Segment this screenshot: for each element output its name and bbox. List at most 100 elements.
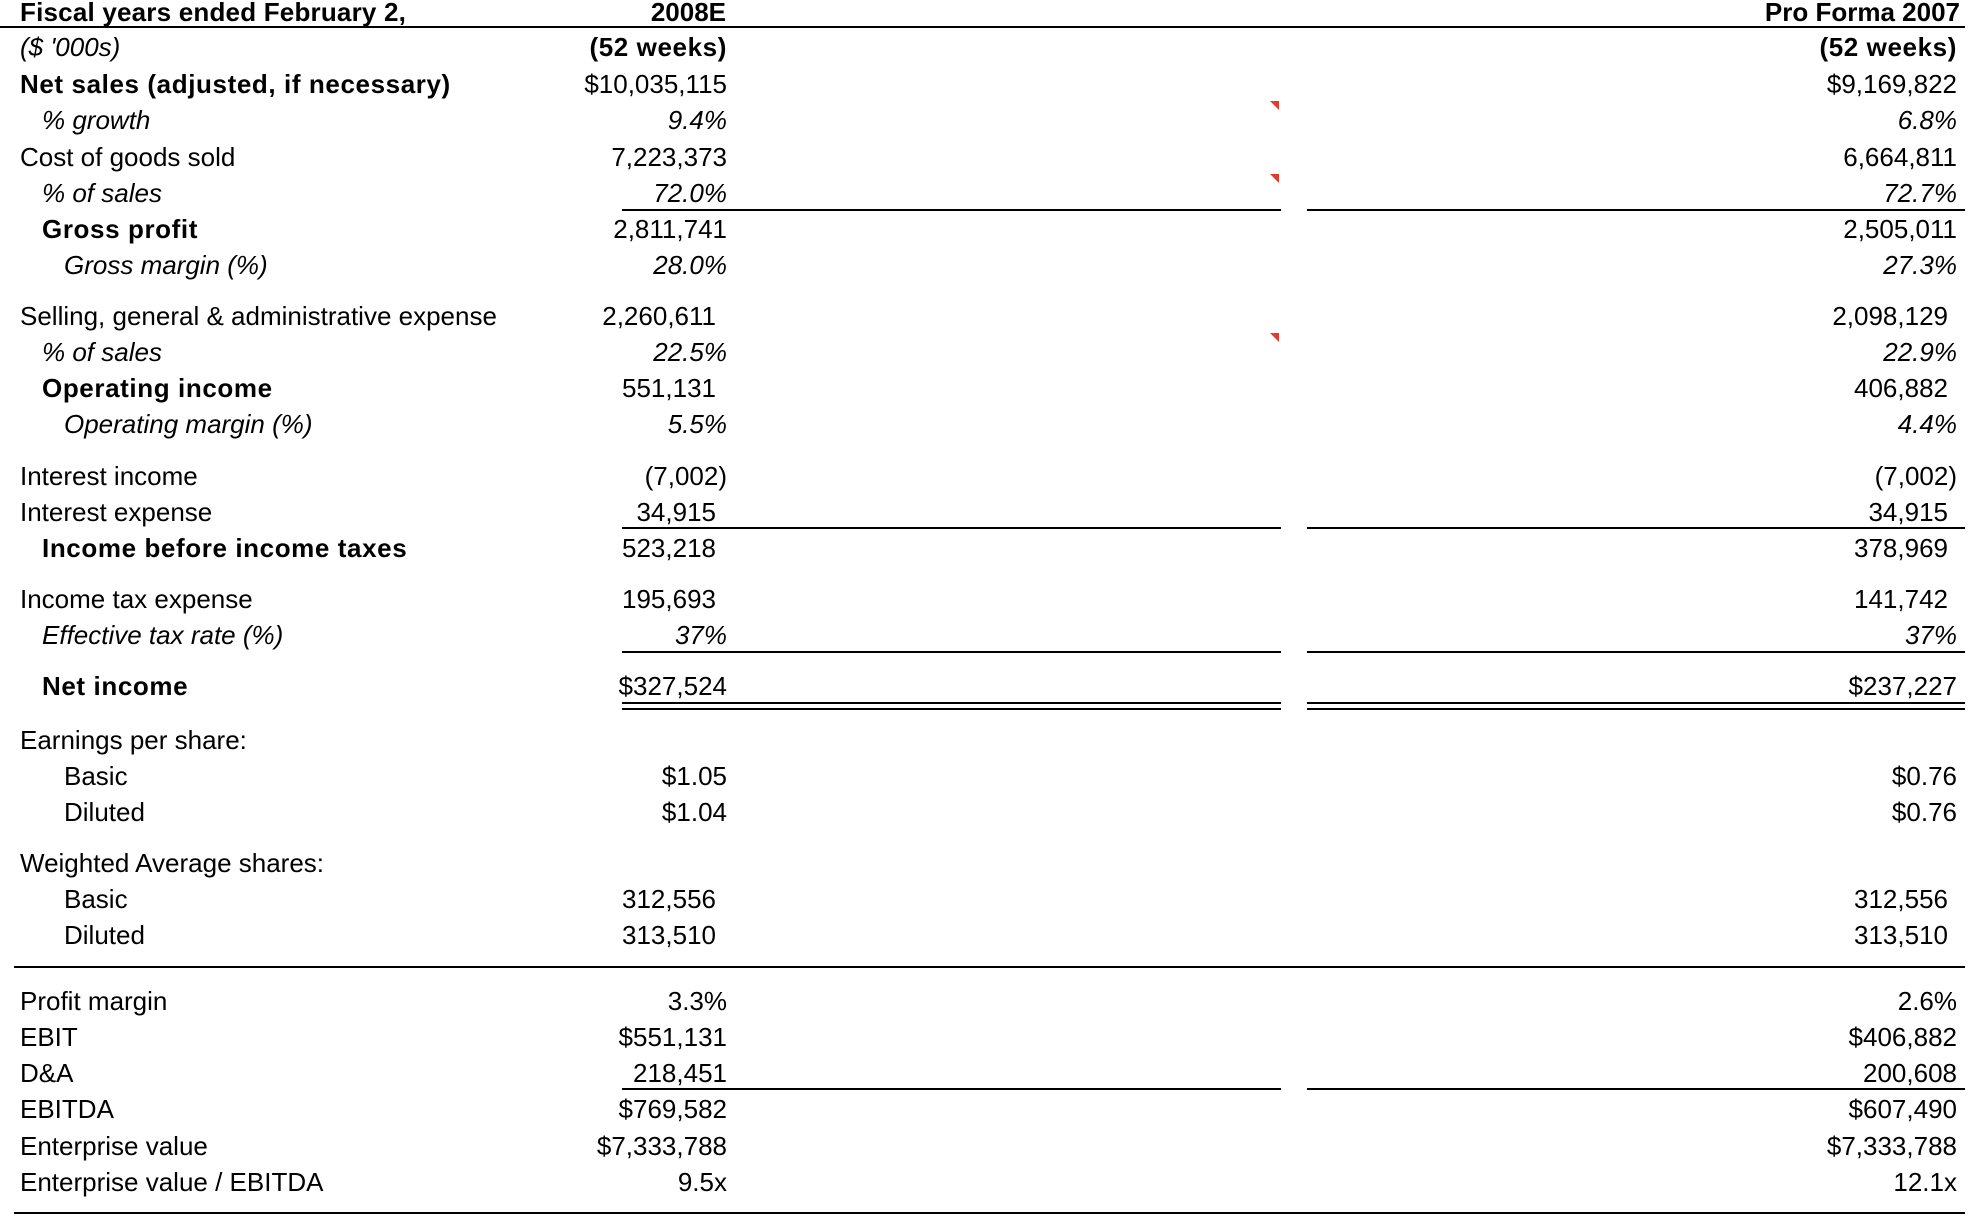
row-value-2008e: 3.3% (667, 986, 727, 1016)
row-label: Operating margin (%) (64, 409, 313, 439)
subtotal-rule-2007 (1307, 527, 1965, 529)
row-shares-diluted: Diluted 313,510 313,510 (0, 917, 1984, 953)
total-double-rule-2007 (1307, 702, 1965, 710)
row-value-2008e: $7,333,788 (596, 1131, 727, 1161)
row-operating-margin: Operating margin (%) 5.5% 4.4% (0, 406, 1984, 442)
row-value-2008e: $1.05 (661, 761, 727, 791)
row-label: Basic (64, 761, 128, 791)
row-sga: Selling, general & administrative expens… (0, 298, 1984, 334)
row-ebitda: EBITDA $769,582 $607,490 (0, 1091, 1984, 1127)
row-value-2008e: 2,260,611 (602, 301, 716, 331)
row-label: Diluted (64, 797, 145, 827)
row-label: % of sales (42, 337, 162, 367)
row-label: Weighted Average shares: (20, 848, 325, 878)
row-income-before-taxes: Income before income taxes 523,218 378,9… (0, 530, 1984, 566)
row-value-2007: 406,882 (1854, 373, 1948, 403)
row-value-2007: $0.76 (1891, 761, 1957, 791)
row-label: Effective tax rate (%) (42, 620, 284, 650)
row-value-2007: $9,169,822 (1826, 69, 1957, 99)
row-enterprise-value: Enterprise value $7,333,788 $7,333,788 (0, 1128, 1984, 1164)
row-label: Gross profit (42, 214, 198, 244)
row-value-2008e: 72.0% (653, 178, 727, 208)
row-value-2008e: 218,451 (633, 1058, 727, 1088)
row-value-2008e: 22.5% (653, 337, 727, 367)
row-value-2008e: 312,556 (622, 884, 716, 914)
row-label: Basic (64, 884, 128, 914)
total-double-rule-2008e (622, 702, 1281, 710)
row-value-2008e: $327,524 (618, 671, 727, 701)
row-label: EBITDA (20, 1094, 114, 1124)
row-value-2007: 2,098,129 (1832, 301, 1948, 331)
row-label: Cost of goods sold (20, 142, 236, 172)
row-value-2007: 312,556 (1854, 884, 1948, 914)
row-value-2008e: 195,693 (622, 584, 716, 614)
row-value-2007: $406,882 (1848, 1022, 1957, 1052)
row-gross-profit: Gross profit 2,811,741 2,505,011 (0, 211, 1984, 247)
row-label: ($ '000s) (20, 32, 121, 62)
row-value-2007: 313,510 (1854, 920, 1948, 950)
row-value-2007: 27.3% (1883, 250, 1957, 280)
row-gross-margin: Gross margin (%) 28.0% 27.3% (0, 247, 1984, 283)
header-col-2008e: 2008E (650, 0, 726, 27)
row-interest-income: Interest income (7,002) (7,002) (0, 458, 1984, 494)
row-label: Operating income (42, 373, 273, 403)
row-value-2008e: 7,223,373 (611, 142, 727, 172)
row-label: Net income (42, 671, 189, 701)
row-cogs-pct: % of sales 72.0% 72.7% (0, 175, 1984, 211)
header-row: Fiscal years ended February 2, 2008E Pro… (0, 0, 1984, 30)
row-value-2007: 4.4% (1897, 409, 1957, 439)
row-value-2008e: 551,131 (622, 373, 716, 403)
row-operating-income: Operating income 551,131 406,882 (0, 370, 1984, 406)
row-label: Profit margin (20, 986, 168, 1016)
row-value-2007: 22.9% (1883, 337, 1957, 367)
subtotal-rule-2007 (1307, 1088, 1965, 1090)
row-ev-ebitda: Enterprise value / EBITDA 9.5x 12.1x (0, 1164, 1984, 1200)
row-value-2007: (7,002) (1874, 461, 1957, 491)
row-shares-basic: Basic 312,556 312,556 (0, 881, 1984, 917)
row-value-2008e: (7,002) (644, 461, 727, 491)
row-net-sales: Net sales (adjusted, if necessary) $10,0… (0, 66, 1984, 102)
subtotal-rule-2008e (622, 1088, 1281, 1090)
row-sga-pct: % of sales 22.5% 22.9% (0, 334, 1984, 370)
row-effective-tax-rate: Effective tax rate (%) 37% 37% (0, 617, 1984, 653)
row-value-2007: 378,969 (1854, 533, 1948, 563)
row-label: EBIT (20, 1022, 78, 1052)
row-label: Interest income (20, 461, 198, 491)
row-eps-diluted: Diluted $1.04 $0.76 (0, 794, 1984, 830)
bottom-rule (14, 1212, 1965, 1214)
row-value-2007: $237,227 (1848, 671, 1957, 701)
row-value-2008e: $10,035,115 (584, 69, 727, 99)
row-value-2007: (52 weeks) (1819, 32, 1957, 62)
row-units: ($ '000s) (52 weeks) (52 weeks) (0, 29, 1984, 65)
row-value-2008e: 2,811,741 (613, 214, 727, 244)
row-value-2008e: 34,915 (636, 497, 716, 527)
row-ebit: EBIT $551,131 $406,882 (0, 1019, 1984, 1055)
row-income-tax-expense: Income tax expense 195,693 141,742 (0, 581, 1984, 617)
subtotal-rule-2008e (622, 527, 1281, 529)
comment-indicator-icon[interactable] (1270, 101, 1279, 110)
row-value-2008e: (52 weeks) (589, 32, 727, 62)
row-value-2008e: 28.0% (653, 250, 727, 280)
comment-indicator-icon[interactable] (1270, 174, 1279, 183)
row-label: Diluted (64, 920, 145, 950)
row-label: D&A (20, 1058, 74, 1088)
row-value-2008e: $551,131 (618, 1022, 727, 1052)
comment-indicator-icon[interactable] (1270, 333, 1279, 342)
row-value-2007: 12.1x (1893, 1167, 1957, 1197)
row-value-2008e: 313,510 (622, 920, 716, 950)
section-rule (14, 966, 1965, 968)
row-shares-heading: Weighted Average shares: (0, 845, 1984, 881)
subtotal-rule-2008e (622, 651, 1281, 653)
row-value-2008e: 523,218 (622, 533, 716, 563)
header-rule (0, 26, 1965, 28)
row-label: % of sales (42, 178, 162, 208)
row-value-2007: $0.76 (1891, 797, 1957, 827)
row-value-2008e: 9.5x (677, 1167, 727, 1197)
subtotal-rule-2007 (1307, 209, 1965, 211)
header-col-pro-forma-2007: Pro Forma 2007 (1764, 0, 1960, 27)
row-value-2007: 6,664,811 (1843, 142, 1957, 172)
row-value-2007: $607,490 (1848, 1094, 1957, 1124)
row-growth: % growth 9.4% 6.8% (0, 102, 1984, 138)
subtotal-rule-2007 (1307, 651, 1965, 653)
